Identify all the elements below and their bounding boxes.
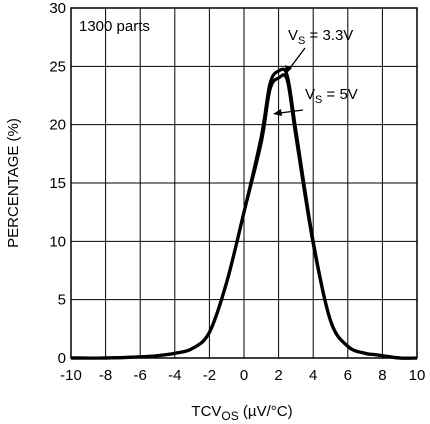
x-tick-label: -10 (60, 367, 82, 384)
parts-annotation: 1300 parts (79, 18, 150, 35)
y-axis-label: PERCENTAGE (%) (5, 118, 22, 248)
series-label-5v: VS = 5V (305, 86, 358, 106)
x-tick-label: -4 (168, 367, 181, 384)
series-label-3v3: VS = 3.3V (288, 27, 353, 47)
y-tick-label: 30 (49, 0, 66, 17)
series-line-1 (70, 73, 418, 360)
x-tick-label: -8 (99, 367, 112, 384)
y-tick-label: 5 (58, 292, 66, 309)
x-tick-label: 4 (309, 367, 317, 384)
x-tick-label: 0 (240, 367, 248, 384)
y-tick-label: 20 (49, 117, 66, 134)
x-tick-label: 6 (344, 367, 352, 384)
plot-border (70, 7, 418, 359)
x-tick-labels: -10 -8 -6 -4 -2 0 2 4 6 8 10 (60, 367, 425, 384)
y-tick-label: 15 (49, 175, 66, 192)
y-tick-label: 0 (58, 350, 66, 367)
x-tick-label: -2 (203, 367, 216, 384)
x-tick-label: -6 (134, 367, 147, 384)
x-tick-label: 8 (378, 367, 386, 384)
y-tick-label: 10 (49, 233, 66, 250)
grid (70, 7, 418, 359)
x-axis-label: TCVOS (µV/°C) (191, 403, 292, 423)
series-group (70, 67, 418, 360)
plot-frame (70, 7, 418, 359)
y-tick-labels: 0 5 10 15 20 25 30 (49, 0, 66, 367)
annotation-arrow-3v3 (285, 47, 306, 74)
annotation-arrow-5v (273, 109, 304, 116)
y-tick-label: 25 (49, 58, 66, 75)
x-tick-label: 10 (409, 367, 426, 384)
x-tick-label: 2 (274, 367, 282, 384)
